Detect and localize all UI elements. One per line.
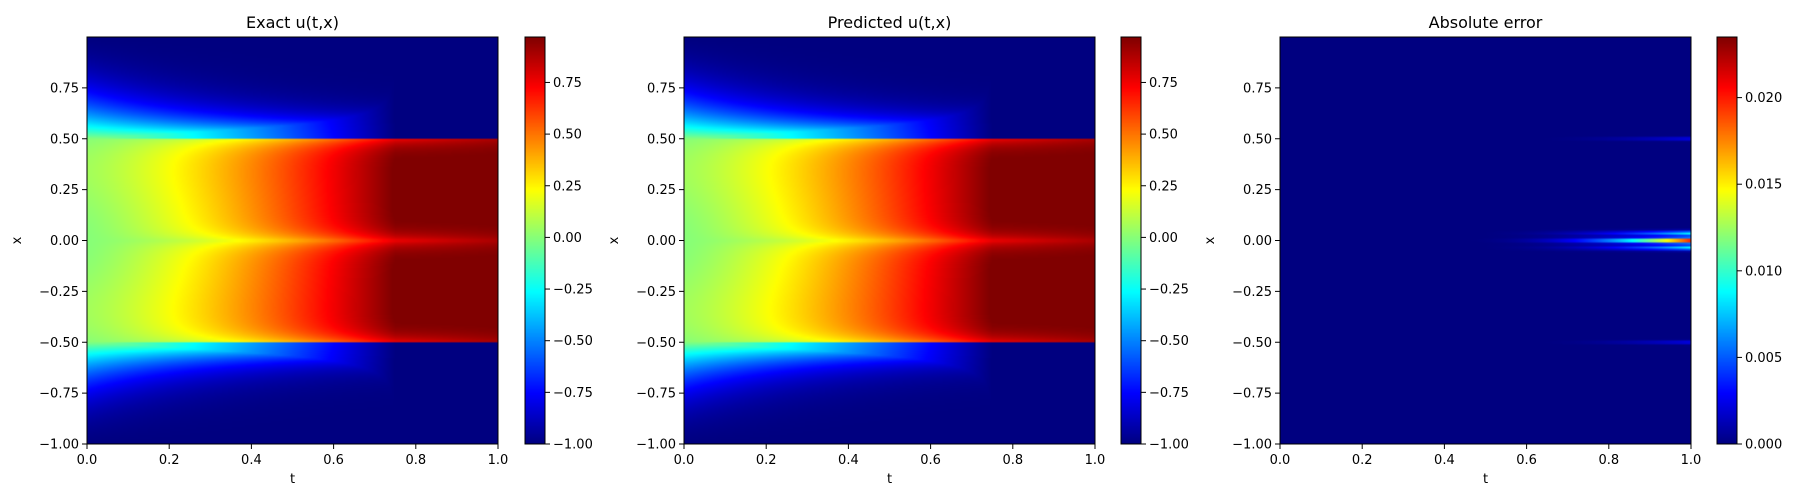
y-tick-label: −0.75 bbox=[39, 387, 79, 402]
colorbar-tick-label: 0.000 bbox=[1745, 438, 1782, 453]
colorbar-tick-label: −0.25 bbox=[553, 283, 593, 298]
y-tick-label: 0.25 bbox=[647, 183, 676, 198]
x-tick-label: 0.2 bbox=[159, 453, 180, 468]
y-axis-label: x bbox=[1203, 236, 1218, 244]
x-tick-label: 0.2 bbox=[756, 453, 777, 468]
y-tick-label: −0.75 bbox=[1232, 387, 1272, 402]
colorbar-tick-label: 0.00 bbox=[553, 231, 582, 246]
y-axis-label: x bbox=[607, 236, 622, 244]
y-tick-label: 0.75 bbox=[50, 81, 79, 96]
colorbar-tick-label: 0.25 bbox=[553, 179, 582, 194]
colorbar-tick-label: 0.00 bbox=[1149, 231, 1178, 246]
colorbar-gradient bbox=[1121, 37, 1141, 444]
colorbar-tick-label: −0.75 bbox=[553, 386, 593, 401]
colorbar-gradient bbox=[525, 37, 545, 444]
colorbar-tick-label: −0.75 bbox=[1149, 386, 1189, 401]
colorbar-tick-label: 0.020 bbox=[1745, 91, 1782, 106]
x-tick-label: 0.0 bbox=[674, 453, 695, 468]
colorbar-tick-label: 0.75 bbox=[553, 76, 582, 91]
heatmap-image bbox=[87, 37, 498, 444]
colorbar-tick-label: 0.005 bbox=[1745, 351, 1782, 366]
heatmap-image bbox=[1280, 37, 1691, 444]
colorbar-tick-label: 0.50 bbox=[1149, 128, 1178, 143]
x-tick-label: 0.6 bbox=[920, 453, 941, 468]
y-tick-label: 0.75 bbox=[647, 81, 676, 96]
y-tick-label: −1.00 bbox=[636, 438, 676, 453]
colorbar: −1.00 −0.75 −0.50 −0.25 0.00 0.25 0.50 0.75 bbox=[1120, 36, 1189, 453]
colorbar-tick-label: 0.25 bbox=[1149, 179, 1178, 194]
x-tick-label: 1.0 bbox=[488, 453, 509, 468]
colorbar: −1.00 −0.75 −0.50 −0.25 0.00 0.25 0.50 0.75 bbox=[524, 36, 593, 453]
y-tick-label: −1.00 bbox=[39, 438, 79, 453]
y-tick-label: −0.50 bbox=[1232, 336, 1272, 351]
y-tick-label: 0.50 bbox=[1243, 132, 1272, 147]
y-axis-label: x bbox=[10, 236, 25, 244]
x-tick-label: 1.0 bbox=[1085, 453, 1106, 468]
y-tick-label: 0.00 bbox=[647, 234, 676, 249]
x-tick-label: 0.0 bbox=[1270, 453, 1291, 468]
y-tick-label: −0.25 bbox=[39, 285, 79, 300]
x-axis-label: t bbox=[887, 472, 892, 487]
colorbar-tick-label: 0.75 bbox=[1149, 76, 1178, 91]
colorbar-frame bbox=[1716, 36, 1738, 445]
x-tick-label: 0.4 bbox=[241, 453, 262, 468]
x-tick-label: 0.6 bbox=[323, 453, 344, 468]
colorbar: 0.000 0.005 0.010 0.015 0.020 bbox=[1716, 36, 1782, 453]
y-tick-label: −0.50 bbox=[39, 336, 79, 351]
colorbar-tick-label: −1.00 bbox=[1149, 438, 1189, 453]
y-tick-label: −0.75 bbox=[636, 387, 676, 402]
colorbar-tick-label: −0.50 bbox=[1149, 334, 1189, 349]
y-tick-label: 0.00 bbox=[1243, 234, 1272, 249]
colorbar-tick-label: −0.25 bbox=[1149, 283, 1189, 298]
x-tick-label: 0.0 bbox=[77, 453, 98, 468]
x-tick-label: 0.4 bbox=[838, 453, 859, 468]
colorbar-tick-label: −1.00 bbox=[553, 438, 593, 453]
colorbar-tick-label: 0.015 bbox=[1745, 178, 1782, 193]
chart-title: Predicted u(t,x) bbox=[828, 13, 952, 32]
colorbar-frame bbox=[1120, 36, 1142, 445]
colorbar-tick-label: −0.50 bbox=[553, 334, 593, 349]
x-tick-label: 0.2 bbox=[1352, 453, 1373, 468]
heatmap-image bbox=[684, 37, 1095, 444]
colorbar-tick-label: 0.50 bbox=[553, 128, 582, 143]
x-tick-label: 0.6 bbox=[1516, 453, 1537, 468]
x-tick-label: 0.8 bbox=[1002, 453, 1023, 468]
y-tick-label: 0.75 bbox=[1243, 81, 1272, 96]
x-tick-label: 0.8 bbox=[405, 453, 426, 468]
x-axis-label: t bbox=[290, 472, 295, 487]
y-tick-label: 0.50 bbox=[647, 132, 676, 147]
subplot-3: Absolute error 0.0 0.2 0.4 0.6 0.8 1.0 t −1.00 −0… bbox=[1203, 13, 1782, 487]
y-tick-label: 0.00 bbox=[50, 234, 79, 249]
y-tick-label: −0.50 bbox=[636, 336, 676, 351]
chart-title: Absolute error bbox=[1429, 13, 1543, 32]
colorbar-gradient bbox=[1717, 37, 1737, 444]
subplot-1: Exact u(t,x) 0.0 0.2 0.4 0.6 0.8 1.0 t −1.00 −0.7… bbox=[10, 13, 593, 487]
y-tick-label: −1.00 bbox=[1232, 438, 1272, 453]
colorbar-frame bbox=[524, 36, 546, 445]
y-tick-label: 0.25 bbox=[1243, 183, 1272, 198]
y-tick-label: 0.25 bbox=[50, 183, 79, 198]
y-tick-label: −0.25 bbox=[1232, 285, 1272, 300]
subplot-2: Predicted u(t,x) 0.0 0.2 0.4 0.6 0.8 1.0 t −1.00… bbox=[607, 13, 1189, 487]
x-tick-label: 0.4 bbox=[1434, 453, 1455, 468]
x-tick-label: 1.0 bbox=[1681, 453, 1702, 468]
x-axis-label: t bbox=[1483, 472, 1488, 487]
x-tick-label: 0.8 bbox=[1598, 453, 1619, 468]
y-tick-label: 0.50 bbox=[50, 132, 79, 147]
colorbar-tick-label: 0.010 bbox=[1745, 264, 1782, 279]
y-tick-label: −0.25 bbox=[636, 285, 676, 300]
chart-title: Exact u(t,x) bbox=[246, 13, 339, 32]
